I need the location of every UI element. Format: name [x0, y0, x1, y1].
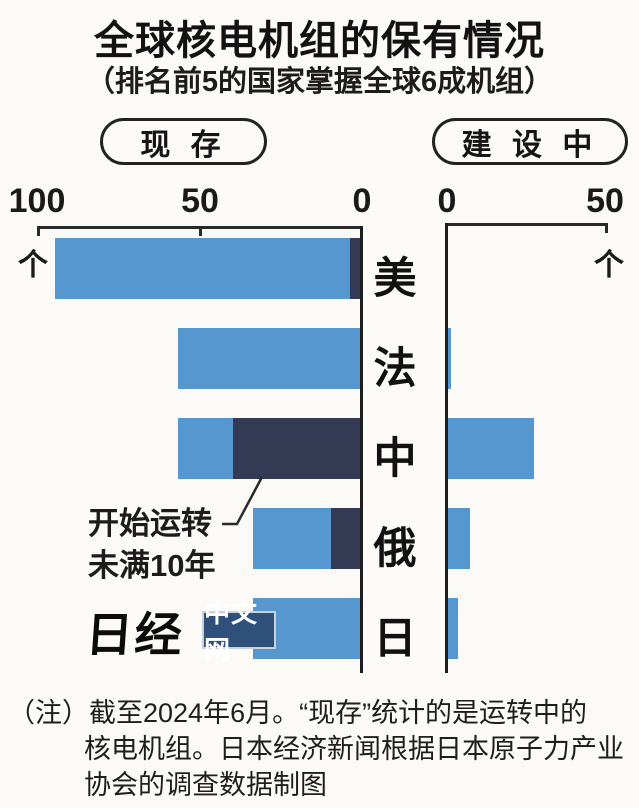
bar-recent-segment-2 — [233, 418, 360, 479]
country-label-japan: 日 — [373, 615, 417, 663]
right-unit-label: 个 — [594, 249, 624, 282]
annotation-line1: 开始运转 — [88, 506, 212, 541]
bar-recent-segment-3 — [330, 508, 360, 569]
nikkei-chinese-web-badge: 中文网 — [202, 598, 276, 665]
left-axis-tick-50: 50 — [181, 182, 219, 220]
right-axis-tick-0: 0 — [437, 182, 457, 220]
bar-existing-0 — [54, 238, 360, 299]
country-label-china: 中 — [373, 435, 417, 483]
bar-existing-1 — [178, 328, 360, 389]
left-axis-tick-mark-100 — [37, 226, 40, 236]
bar-under-construction-3 — [448, 508, 471, 569]
country-label-russia: 俄 — [373, 525, 417, 573]
left-unit-label: 个 — [18, 249, 48, 282]
bar-under-construction-1 — [448, 328, 452, 389]
annotation-line2: 未满10年 — [88, 548, 216, 583]
bar-under-construction-4 — [448, 598, 458, 659]
right-axis-zero-line — [445, 223, 448, 673]
footnote-line2: 核电机组。日本经济新闻根据日本原子力产业 — [84, 734, 624, 764]
legend-pill-under-construction: 建 设 中 — [432, 118, 628, 165]
page-subtitle: （排名前5的国家掌握全球6成机组） — [85, 66, 554, 98]
right-axis-tick-50: 50 — [586, 182, 624, 220]
bar-under-construction-2 — [448, 418, 535, 479]
annotation-recent-operation: 开始运转 未满10年 — [88, 503, 215, 587]
country-label-france: 法 — [373, 345, 417, 393]
left-axis-tick-0: 0 — [352, 182, 372, 220]
legend-pill-existing: 现 存 — [100, 118, 267, 165]
country-label-us: 美 — [373, 255, 417, 303]
left-axis-tick-100: 100 — [8, 182, 66, 220]
bar-recent-segment-0 — [350, 238, 360, 299]
left-axis-zero-line — [360, 226, 363, 673]
footnote-line3: 协会的调查数据制图 — [84, 770, 327, 800]
bar-existing-3 — [252, 508, 360, 569]
bar-existing-2 — [178, 418, 360, 479]
right-axis-tick-mark-50 — [605, 223, 608, 233]
footnote-line1: （注）截至2024年6月。“现存”统计的是运转中的 — [8, 698, 588, 728]
right-axis-line — [445, 223, 608, 226]
left-axis-tick-mark-50 — [199, 226, 202, 236]
page-title: 全球核电机组的保有情况 — [94, 19, 545, 63]
nikkei-logo: 日经 — [83, 608, 186, 663]
